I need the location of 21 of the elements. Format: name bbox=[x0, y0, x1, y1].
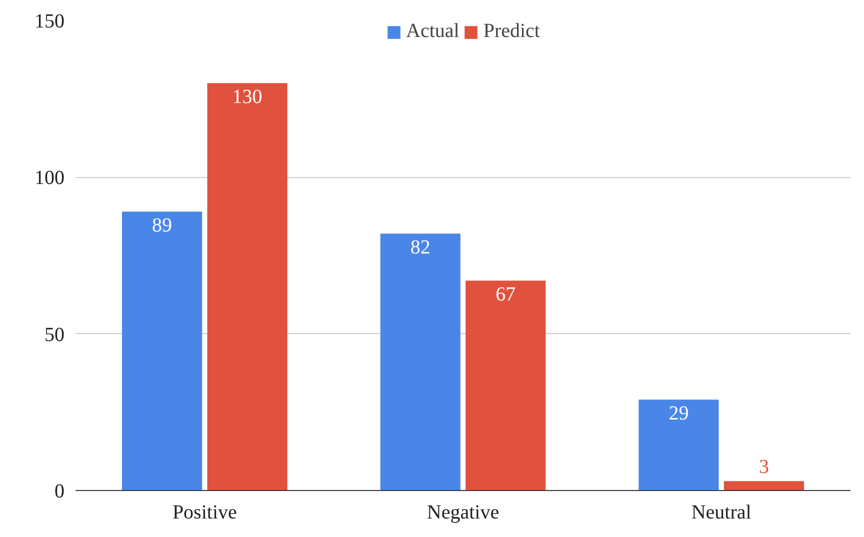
bar bbox=[380, 234, 460, 490]
bar bbox=[207, 83, 288, 490]
bar bbox=[638, 400, 719, 490]
x-tick-label: Negative bbox=[426, 502, 500, 524]
y-tick-label: 50 bbox=[44, 324, 64, 346]
data-label: 130 bbox=[232, 86, 262, 108]
y-tick-label: 100 bbox=[34, 167, 64, 190]
legend-label: Predict bbox=[483, 20, 540, 43]
data-label: 29 bbox=[668, 402, 689, 425]
bar bbox=[466, 280, 546, 490]
bar bbox=[122, 212, 202, 490]
data-label: 82 bbox=[410, 236, 430, 259]
y-tick-label: 150 bbox=[34, 10, 64, 32]
legend-label: Actual bbox=[406, 20, 460, 43]
data-label: 67 bbox=[496, 284, 516, 306]
y-tick-label: 0 bbox=[54, 480, 64, 502]
data-label: 89 bbox=[152, 214, 172, 237]
data-label: 3 bbox=[758, 456, 769, 478]
x-tick-label: Neutral bbox=[691, 502, 752, 524]
bar bbox=[724, 481, 804, 490]
x-tick-label: Positive bbox=[172, 502, 238, 524]
